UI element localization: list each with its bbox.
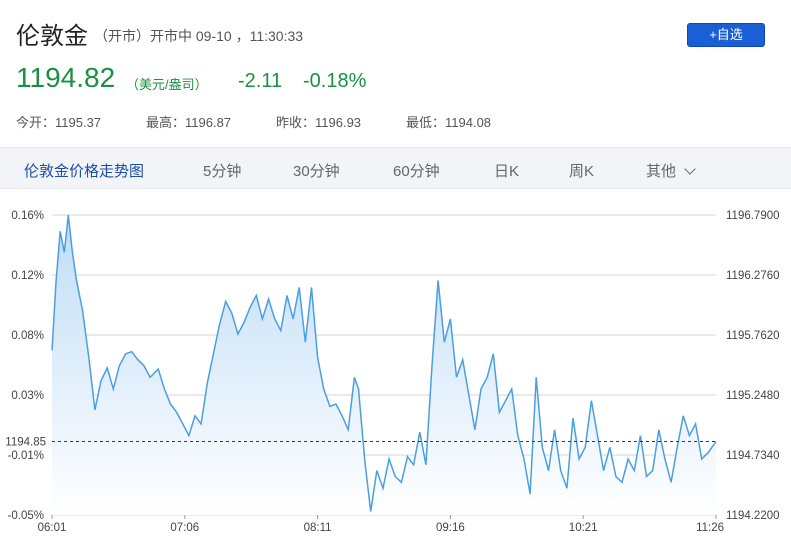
x-tick-label: 07:06 (170, 522, 199, 534)
stat-prev-close: 昨收：1196.93 (276, 115, 362, 130)
y-tick-left: 0.12% (11, 270, 44, 282)
tab-more-label: 其他 (646, 163, 677, 180)
y-tick-left: 0.08% (11, 330, 44, 342)
y-axis-right: 1196.7900 1196.2760 1195.7620 1195.2480 1194… (726, 210, 780, 522)
stat-low: 最低：1194.08 (406, 115, 492, 130)
price-chart: 1194.85 0.16% 0.12% 0.08% 0.03% -0.01% -0.05%… (5, 210, 780, 534)
price-unit: （美元/盎司） (126, 77, 208, 92)
x-axis: 06:01 07:06 08:11 09:16 10:21 11:26 (38, 515, 724, 534)
y-axis-left: 0.16% 0.12% 0.08% 0.03% -0.01% -0.05% (8, 210, 44, 522)
price-change-pct: -0.18% (303, 70, 367, 92)
x-tick-label: 11:26 (696, 522, 724, 534)
x-tick-label: 10:21 (569, 522, 598, 534)
y-tick-right: 1195.2480 (726, 390, 780, 402)
y-tick-right: 1194.7340 (726, 450, 780, 462)
stat-open: 今开：1195.37 (16, 115, 102, 130)
add-watchlist-button[interactable]: +自选 (687, 23, 765, 47)
chart-tabs: 伦敦金价格走势图 5分钟 30分钟 60分钟 日K 周K 其他 (0, 147, 791, 189)
tab-30min[interactable]: 30分钟 (293, 163, 340, 180)
chevron-down-icon (684, 163, 696, 175)
y-tick-left: 0.16% (11, 210, 44, 222)
market-status: （开市）开市中 09-10 ，11:30:33 (94, 28, 304, 44)
y-tick-right: 1196.2760 (726, 270, 780, 282)
y-tick-left: 0.03% (11, 390, 44, 402)
tab-60min[interactable]: 60分钟 (393, 163, 440, 180)
tab-daily-k[interactable]: 日K (494, 163, 520, 180)
tab-more[interactable]: 其他 (646, 160, 696, 181)
instrument-title: 伦敦金 (16, 23, 88, 50)
y-tick-right: 1195.7620 (726, 330, 780, 342)
stat-high: 最高：1196.87 (146, 115, 232, 130)
price-area (52, 215, 716, 515)
y-tick-right: 1194.2200 (726, 510, 780, 522)
tab-weekly-k[interactable]: 周K (569, 163, 595, 180)
y-tick-right: 1196.7900 (726, 210, 780, 222)
price-line (51, 214, 717, 512)
tab-5min[interactable]: 5分钟 (203, 163, 242, 180)
x-tick-label: 06:01 (38, 522, 67, 534)
x-tick-label: 09:16 (436, 522, 465, 534)
tab-price-chart[interactable]: 伦敦金价格走势图 (24, 163, 145, 180)
price-change: -2.11 (238, 70, 283, 92)
quote-header: 伦敦金 （开市）开市中 09-10 ，11:30:33 +自选 1194.82 … (0, 0, 791, 145)
y-tick-left: -0.05% (8, 510, 44, 522)
last-price: 1194.82 (16, 62, 116, 93)
x-tick-label: 08:11 (304, 522, 332, 534)
current-price-label: 1194.85 (5, 436, 46, 448)
y-tick-left: -0.01% (8, 450, 44, 462)
